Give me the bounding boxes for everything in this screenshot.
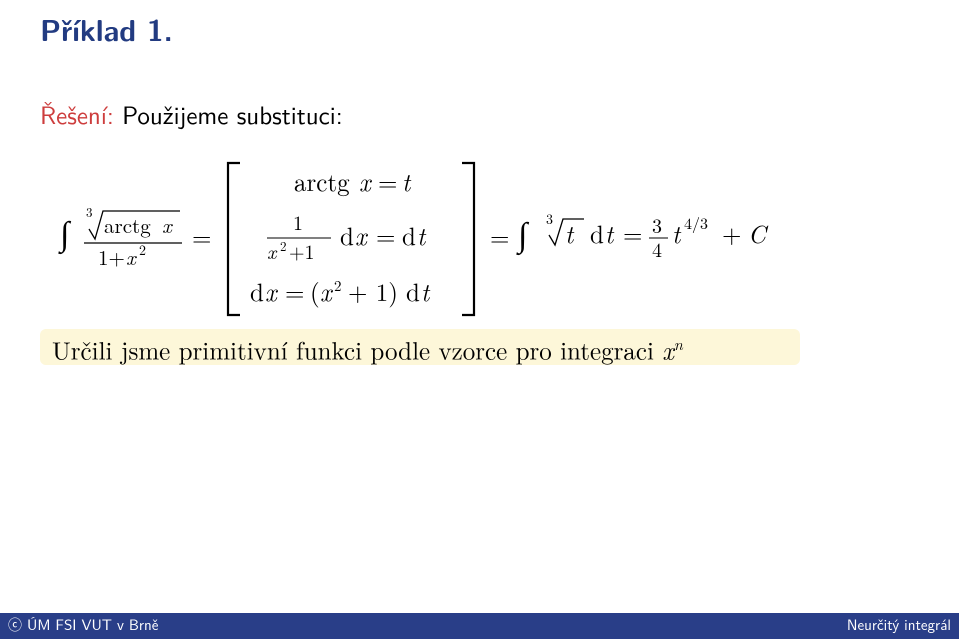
svg-text:1+: 1+	[98, 242, 125, 272]
math-svg: ∫ 3 arctg x 1+ x 2 = arctg x = t 1 x 2 +…	[40, 145, 919, 325]
svg-text:d: d	[406, 274, 420, 309]
svg-text:x: x	[320, 274, 333, 309]
svg-text:(: (	[310, 274, 320, 309]
highlight-text-pre: Určili jsme primitivní funkci podle vzor…	[52, 332, 662, 367]
svg-text:=: =	[490, 219, 509, 254]
svg-text:2: 2	[334, 275, 342, 296]
svg-text:x: x	[267, 236, 278, 265]
svg-text:=: =	[623, 216, 642, 251]
footer-left-text: ÚM FSI VUT v Brně	[22, 613, 158, 635]
svg-text:t: t	[672, 216, 682, 251]
svg-text:arctg: arctg	[104, 210, 151, 240]
highlight-text: Určili jsme primitivní funkci podle vzor…	[52, 332, 683, 367]
svg-text:x: x	[265, 274, 278, 309]
highlight-exp: n	[674, 332, 683, 355]
svg-text:x: x	[162, 210, 173, 240]
svg-text:2: 2	[280, 236, 287, 255]
svg-text:1: 1	[293, 207, 303, 236]
svg-text:+: +	[722, 216, 741, 251]
highlight-var: x	[662, 332, 674, 367]
svg-text:t: t	[417, 218, 427, 253]
copyright-icon: ⓒ	[8, 615, 22, 635]
math-display: ∫ 3 arctg x 1+ x 2 = arctg x = t 1 x 2 +…	[40, 145, 919, 320]
svg-text:arctg: arctg	[294, 164, 350, 199]
svg-text:3: 3	[86, 202, 93, 221]
svg-text:t: t	[605, 216, 615, 251]
svg-text:=: =	[378, 164, 397, 199]
svg-text:t: t	[402, 164, 412, 199]
svg-text:4/3: 4/3	[684, 211, 708, 234]
solution-text: Použijeme substituci:	[114, 95, 343, 132]
svg-text:∫: ∫	[58, 207, 72, 255]
footer-right: Neurčitý integrál	[847, 613, 951, 635]
svg-text:t: t	[565, 216, 575, 251]
svg-text:+1: +1	[289, 236, 315, 265]
svg-text:3: 3	[546, 209, 553, 229]
solution-line: Řešení: Použijeme substituci:	[40, 95, 343, 132]
solution-label: Řešení:	[40, 95, 114, 132]
svg-text:d: d	[402, 218, 416, 253]
page-title: Příklad 1.	[40, 7, 173, 50]
svg-text:d: d	[340, 218, 354, 253]
svg-text:d: d	[250, 274, 264, 309]
svg-text:∫: ∫	[516, 208, 530, 256]
svg-text:=: =	[285, 274, 304, 309]
svg-text:t: t	[421, 274, 431, 309]
svg-text:x: x	[355, 218, 368, 253]
svg-text:=: =	[192, 219, 211, 254]
svg-text:x: x	[126, 242, 137, 272]
svg-text:2: 2	[139, 240, 146, 260]
footer-left: ⓒ ÚM FSI VUT v Brně	[8, 613, 158, 635]
svg-text:d: d	[590, 216, 604, 251]
svg-text:+ 1): + 1)	[348, 274, 398, 309]
svg-text:C: C	[748, 216, 769, 251]
svg-text:4: 4	[652, 234, 662, 263]
svg-text:x: x	[359, 164, 372, 199]
svg-text:=: =	[376, 218, 395, 253]
